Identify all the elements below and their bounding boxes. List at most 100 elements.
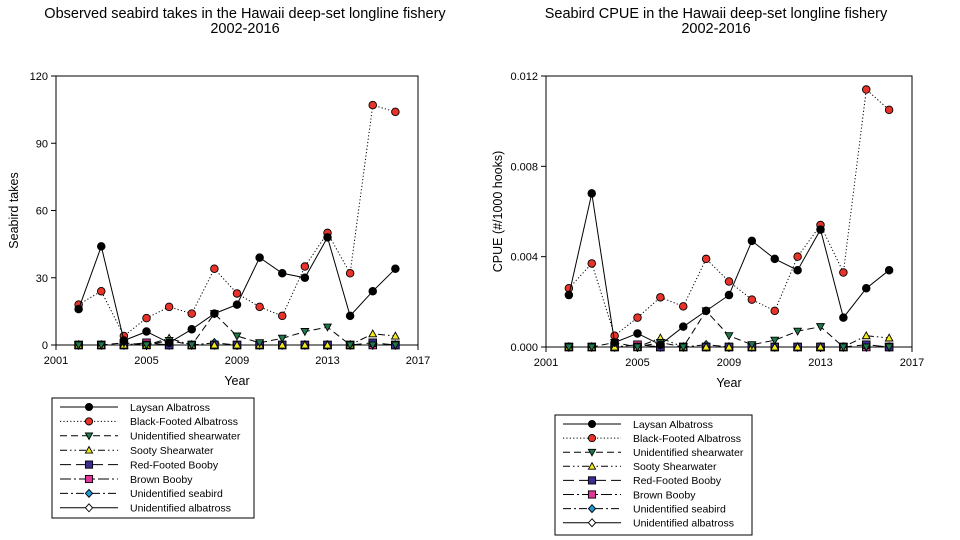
data-point [164,338,174,348]
data-point [391,264,400,274]
legend-label: Unidentified albatross [633,518,734,530]
data-point [724,342,734,351]
x-tick-label: 2013 [808,357,832,369]
legend-marker [587,518,597,528]
data-point [323,233,332,242]
chart-panel-1: Observed seabird takes in the Hawaii dee… [7,6,446,519]
legend-marker [84,474,94,484]
data-point [345,311,355,321]
data-point [678,343,688,352]
data-point [322,323,333,332]
data-point [210,264,219,274]
data-point [142,327,151,336]
y-tick-label: 0.000 [510,342,538,354]
series-2 [74,100,400,341]
data-point [861,343,871,352]
x-tick-label: 2001 [534,357,558,369]
legend-marker [84,460,94,469]
legend: Laysan Albatross Black-Footed Albatross Un… [554,414,753,536]
data-point [815,342,826,351]
data-point [793,265,802,275]
legend-label: Sooty Shearwater [130,445,214,457]
data-point [74,304,83,314]
data-point [391,107,400,117]
data-point [232,300,242,309]
data-point [884,333,894,342]
data-point [793,327,803,336]
plot-frame [545,75,913,348]
legend-label: Laysan Albatross [130,402,210,414]
data-point [277,334,287,344]
data-point [187,325,196,334]
data-point [164,302,174,312]
data-point [564,290,574,300]
data-point [838,343,848,352]
data-point [701,254,711,264]
data-point [701,306,711,316]
data-point [861,330,871,340]
x-tick-label: 2005 [625,357,649,369]
legend-marker [587,461,597,470]
data-point [862,284,871,293]
data-point [390,341,400,350]
x-axis-label: Year [716,376,741,390]
legend-marker [84,432,94,441]
series-1 [74,233,400,348]
data-point [724,277,734,286]
chart-title: Observed seabird takes in the Hawaii dee… [44,6,446,22]
data-point [587,259,597,268]
chart-title: Seabird CPUE in the Hawaii deep-set long… [545,6,888,22]
legend-marker [587,419,597,429]
legend-marker [84,445,94,454]
legend-label: Brown Booby [633,489,696,501]
y-tick-label: 0.008 [510,161,538,173]
x-tick-label: 2017 [406,355,430,367]
data-point [278,311,287,321]
legend-label: Unidentified shearwater [633,447,744,459]
data-point [564,343,574,352]
series-line [78,333,396,346]
y-tick-label: 60 [36,206,48,218]
data-point [187,341,197,350]
data-point [815,323,826,332]
legend-label: Red-Footed Booby [633,475,722,487]
legend-label: Laysan Albatross [633,419,713,431]
x-tick-label: 2013 [315,355,339,367]
legend-label: Red-Footed Booby [130,459,219,471]
data-point [770,342,780,351]
data-point [839,268,848,277]
data-point [209,340,219,349]
data-point [368,341,378,350]
legend-label: Black-Footed Albatross [633,433,741,445]
legend-marker [587,490,597,499]
data-point [300,262,310,271]
data-point [119,336,129,345]
data-point [277,340,287,349]
legend-label: Sooty Shearwater [633,461,717,473]
data-point [747,341,757,350]
data-point [724,290,734,300]
y-axis-label: Seabird takes [7,172,21,248]
data-point [300,273,310,283]
series-1 [564,189,894,349]
data-point [633,313,642,322]
data-point [839,313,848,322]
data-point [862,85,871,94]
chart-panel-2: Seabird CPUE in the Hawaii deep-set long… [491,6,924,536]
data-point [747,295,757,304]
y-tick-label: 120 [30,71,48,83]
series-2 [564,85,894,340]
legend-marker [587,476,597,485]
x-tick-label: 2005 [134,355,158,367]
x-axis-label: Year [224,374,249,388]
data-point [255,302,264,312]
data-point [793,342,803,351]
legend-box [554,414,753,536]
legend-label: Unidentified seabird [633,503,726,515]
data-point [587,189,597,198]
data-point [232,289,242,298]
legend-label: Unidentified seabird [130,488,223,500]
chart-subtitle: 2002-2016 [210,21,279,37]
legend-marker [587,434,597,443]
data-point [96,242,106,251]
